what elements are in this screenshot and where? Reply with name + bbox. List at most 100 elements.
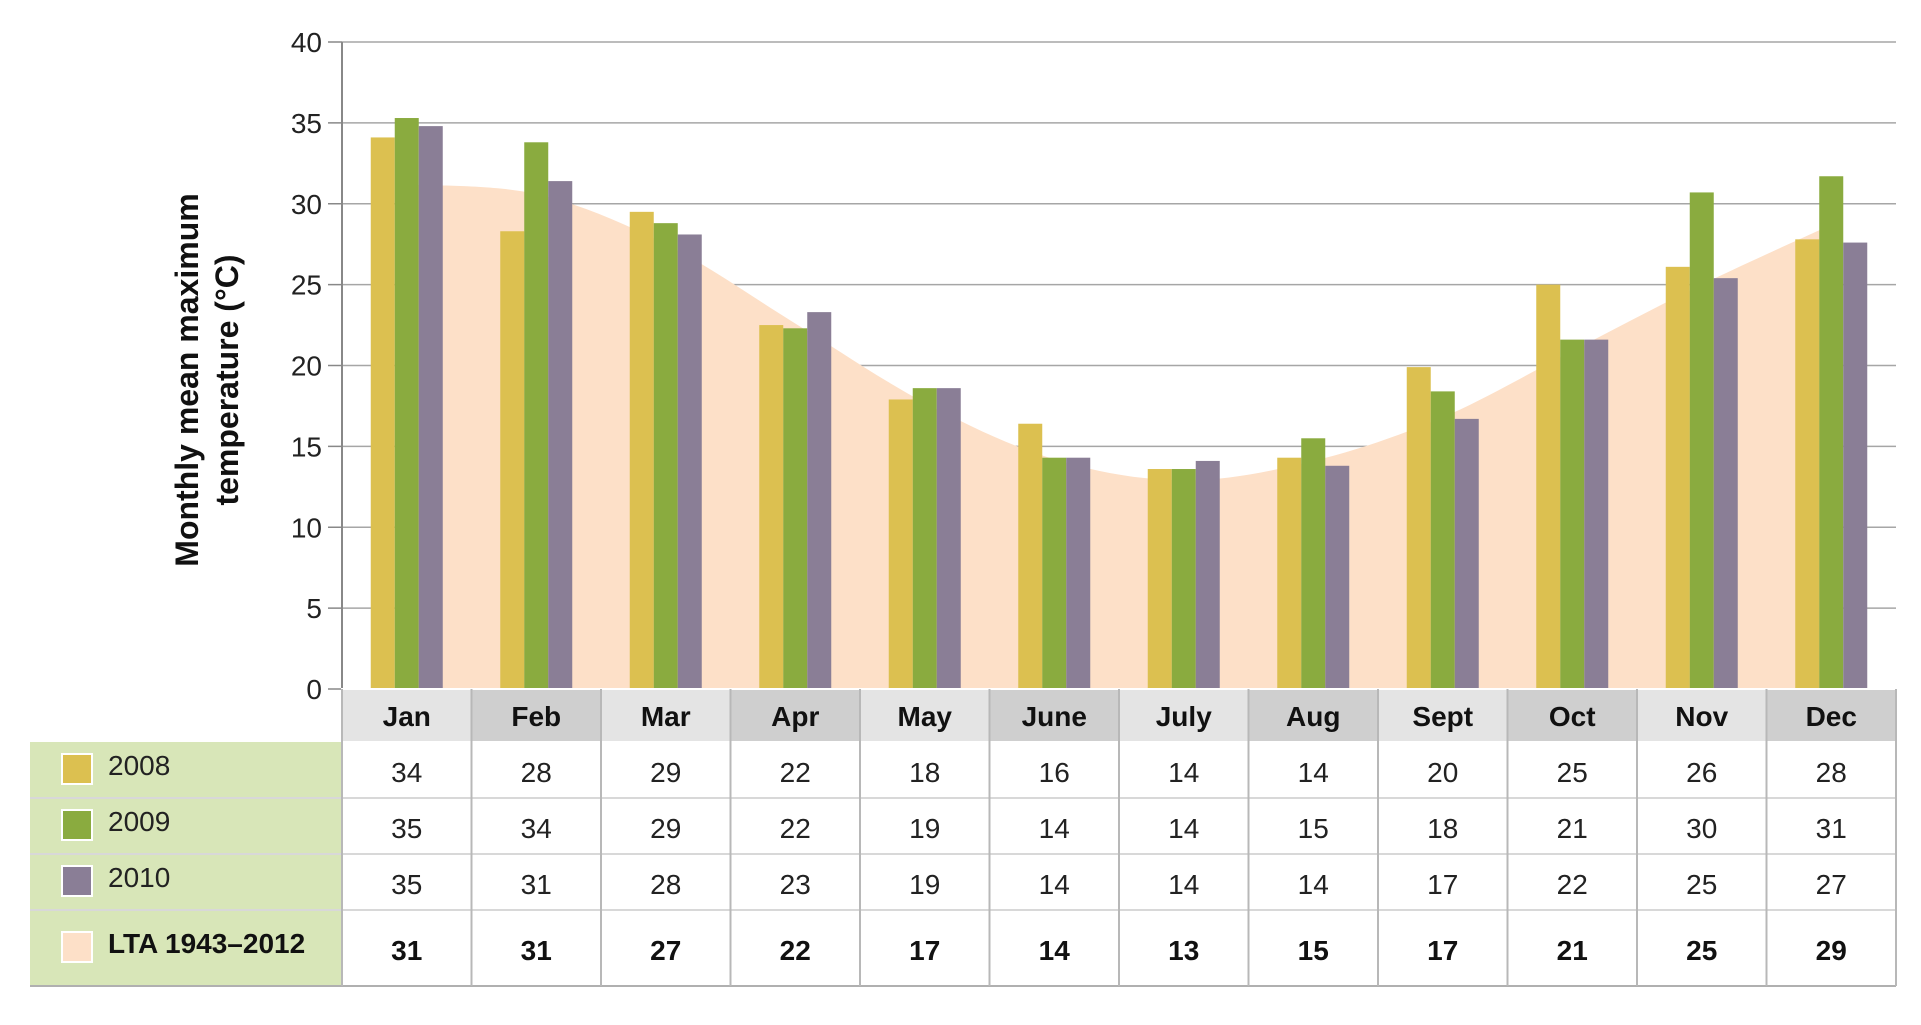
bar-2010-Dec	[1843, 242, 1868, 689]
table-cell: 14	[1168, 869, 1199, 900]
table-cell: 14	[1039, 869, 1070, 900]
table-cell: 31	[1816, 813, 1847, 844]
table-cell: 20	[1427, 757, 1458, 788]
table-cell: 19	[909, 869, 940, 900]
table-cell: 30	[1686, 813, 1717, 844]
bar-2009-May	[912, 388, 937, 689]
table-cell: 22	[1557, 869, 1588, 900]
month-header-cell	[470, 688, 602, 743]
table-cell: 31	[521, 869, 552, 900]
bar-2008-June	[1018, 423, 1043, 689]
table-cell: 31	[391, 935, 422, 966]
legend-label: 2009	[108, 806, 170, 837]
bar-2010-Jan	[418, 126, 443, 690]
table-cell: 17	[1427, 869, 1458, 900]
table-cell: 22	[780, 757, 811, 788]
table-cell: 14	[1039, 813, 1070, 844]
table-cell: 29	[1816, 935, 1847, 966]
bar-2009-Mar	[653, 223, 678, 689]
y-tick-label: 10	[291, 512, 322, 543]
month-label-May: May	[898, 701, 953, 732]
month-header-cell	[1506, 688, 1638, 743]
table-cell: 16	[1039, 757, 1070, 788]
bar-2009-Dec	[1819, 176, 1844, 689]
table-cell: 27	[650, 935, 681, 966]
month-label-Feb: Feb	[511, 701, 561, 732]
month-header-cell	[341, 688, 473, 743]
table-cell: 13	[1168, 935, 1199, 966]
legend-label: 2010	[108, 862, 170, 893]
table-cell: 25	[1686, 935, 1717, 966]
month-header-cell	[859, 688, 991, 743]
bar-2008-Apr	[759, 325, 784, 689]
table-cell: 17	[909, 935, 940, 966]
table-cell: 35	[391, 869, 422, 900]
bar-2010-Oct	[1584, 339, 1609, 689]
y-tick-label: 40	[291, 27, 322, 58]
y-axis-label-line: temperature (°C)	[209, 254, 245, 505]
month-header-cell	[1636, 688, 1768, 743]
month-header-cell	[1247, 688, 1379, 743]
bar-2009-Nov	[1689, 192, 1714, 690]
table-cell: 27	[1816, 869, 1847, 900]
month-label-Jan: Jan	[383, 701, 431, 732]
table-cell: 28	[1816, 757, 1847, 788]
bar-2010-Feb	[548, 181, 573, 690]
month-label-Nov: Nov	[1675, 701, 1728, 732]
month-label-July: July	[1156, 701, 1212, 732]
bar-2009-Apr	[783, 328, 808, 689]
bar-2010-May	[936, 388, 961, 689]
bar-2009-July	[1171, 469, 1196, 689]
table-cell: 34	[521, 813, 552, 844]
y-tick-label: 5	[306, 593, 322, 624]
y-axis-label: Monthly mean maximum temperature (°C)	[169, 193, 245, 566]
bar-2009-Oct	[1560, 339, 1585, 689]
month-label-Apr: Apr	[771, 701, 819, 732]
bar-2008-May	[888, 399, 913, 689]
y-tick-label: 25	[291, 270, 322, 301]
bar-2008-Nov	[1665, 266, 1690, 689]
table-cell: 14	[1298, 869, 1329, 900]
y-tick-label: 20	[291, 351, 322, 382]
table-cell: 21	[1557, 813, 1588, 844]
bar-2008-Feb	[500, 231, 525, 689]
table-cell: 28	[650, 869, 681, 900]
table-cell: 15	[1298, 935, 1329, 966]
month-label-June: June	[1022, 701, 1087, 732]
bar-2008-Oct	[1536, 284, 1561, 689]
bar-2010-Sept	[1454, 418, 1479, 689]
bar-2009-Aug	[1301, 438, 1326, 689]
bar-2009-Feb	[524, 142, 549, 689]
y-axis-label-line: Monthly mean maximum	[169, 193, 205, 566]
bar-2009-Sept	[1430, 391, 1455, 689]
table-cell: 25	[1686, 869, 1717, 900]
table-cell: 29	[650, 757, 681, 788]
legend-swatch-2008	[61, 753, 93, 785]
table-cell: 15	[1298, 813, 1329, 844]
bar-2010-Nov	[1713, 278, 1738, 689]
table-cell: 34	[391, 757, 422, 788]
legend-swatch-LTA 1943–2012	[61, 931, 93, 963]
table-cell: 14	[1168, 757, 1199, 788]
table-cell: 14	[1168, 813, 1199, 844]
table-cell: 19	[909, 813, 940, 844]
bar-2008-Sept	[1406, 367, 1431, 689]
legend-swatch-2010	[61, 865, 93, 897]
month-header-cell	[988, 688, 1120, 743]
table-cell: 18	[1427, 813, 1458, 844]
y-tick-label: 15	[291, 431, 322, 462]
month-header-cell	[1118, 688, 1250, 743]
month-header-cell	[1377, 688, 1509, 743]
bar-2009-Jan	[394, 118, 419, 689]
table-cell: 31	[521, 935, 552, 966]
legend-swatch-2009	[61, 809, 93, 841]
table-cell: 35	[391, 813, 422, 844]
month-label-Aug: Aug	[1286, 701, 1340, 732]
bar-2008-July	[1147, 469, 1172, 689]
table-cell: 18	[909, 757, 940, 788]
bar-2009-June	[1042, 457, 1067, 689]
bar-2010-June	[1066, 457, 1091, 689]
table-cell: 14	[1039, 935, 1071, 966]
bar-2008-Jan	[370, 137, 395, 689]
table-cell: 23	[780, 869, 811, 900]
